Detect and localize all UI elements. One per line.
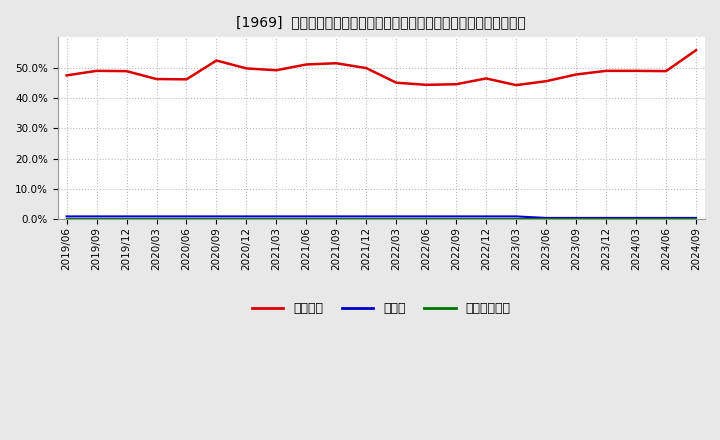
繰延税金資産: [572, 216, 580, 221]
のれん: [542, 215, 551, 220]
繰延税金資産: [122, 216, 131, 221]
繰延税金資産: [631, 216, 640, 221]
のれん: [572, 215, 580, 220]
繰延税金資産: [182, 216, 191, 221]
自己資本: [152, 77, 161, 82]
Title: [1969]  自己資本、のれん、繰延税金資産の総資産に対する比率の推移: [1969] 自己資本、のれん、繰延税金資産の総資産に対する比率の推移: [236, 15, 526, 29]
繰延税金資産: [392, 216, 400, 221]
のれん: [392, 214, 400, 219]
繰延税金資産: [242, 216, 251, 221]
のれん: [332, 214, 341, 219]
自己資本: [542, 78, 551, 84]
繰延税金資産: [692, 216, 701, 221]
自己資本: [182, 77, 191, 82]
自己資本: [362, 66, 371, 71]
のれん: [272, 214, 281, 219]
自己資本: [212, 58, 221, 63]
のれん: [152, 214, 161, 219]
自己資本: [631, 68, 640, 73]
繰延税金資産: [272, 216, 281, 221]
自己資本: [242, 66, 251, 71]
自己資本: [332, 61, 341, 66]
繰延税金資産: [212, 216, 221, 221]
自己資本: [692, 48, 701, 53]
のれん: [362, 214, 371, 219]
自己資本: [452, 81, 461, 87]
自己資本: [122, 69, 131, 74]
自己資本: [512, 82, 521, 88]
Line: のれん: のれん: [66, 216, 696, 218]
自己資本: [392, 80, 400, 85]
のれん: [482, 214, 490, 219]
繰延税金資産: [62, 216, 71, 221]
のれん: [242, 214, 251, 219]
自己資本: [422, 82, 431, 88]
繰延税金資産: [602, 216, 611, 221]
繰延税金資産: [422, 216, 431, 221]
繰延税金資産: [662, 216, 670, 221]
繰延税金資産: [512, 216, 521, 221]
繰延税金資産: [332, 216, 341, 221]
のれん: [62, 214, 71, 219]
自己資本: [602, 68, 611, 73]
自己資本: [302, 62, 311, 67]
Legend: 自己資本, のれん, 繰延税金資産: 自己資本, のれん, 繰延税金資産: [252, 302, 510, 315]
Line: 自己資本: 自己資本: [66, 50, 696, 85]
のれん: [422, 214, 431, 219]
のれん: [631, 215, 640, 220]
のれん: [92, 214, 101, 219]
のれん: [452, 214, 461, 219]
自己資本: [572, 72, 580, 77]
のれん: [692, 215, 701, 220]
自己資本: [92, 68, 101, 73]
のれん: [212, 214, 221, 219]
繰延税金資産: [452, 216, 461, 221]
繰延税金資産: [482, 216, 490, 221]
自己資本: [662, 69, 670, 74]
繰延税金資産: [152, 216, 161, 221]
のれん: [662, 215, 670, 220]
繰延税金資産: [92, 216, 101, 221]
自己資本: [272, 68, 281, 73]
のれん: [122, 214, 131, 219]
のれん: [512, 214, 521, 219]
のれん: [602, 215, 611, 220]
のれん: [302, 214, 311, 219]
繰延税金資産: [362, 216, 371, 221]
自己資本: [482, 76, 490, 81]
自己資本: [62, 73, 71, 78]
繰延税金資産: [302, 216, 311, 221]
のれん: [182, 214, 191, 219]
繰延税金資産: [542, 216, 551, 221]
